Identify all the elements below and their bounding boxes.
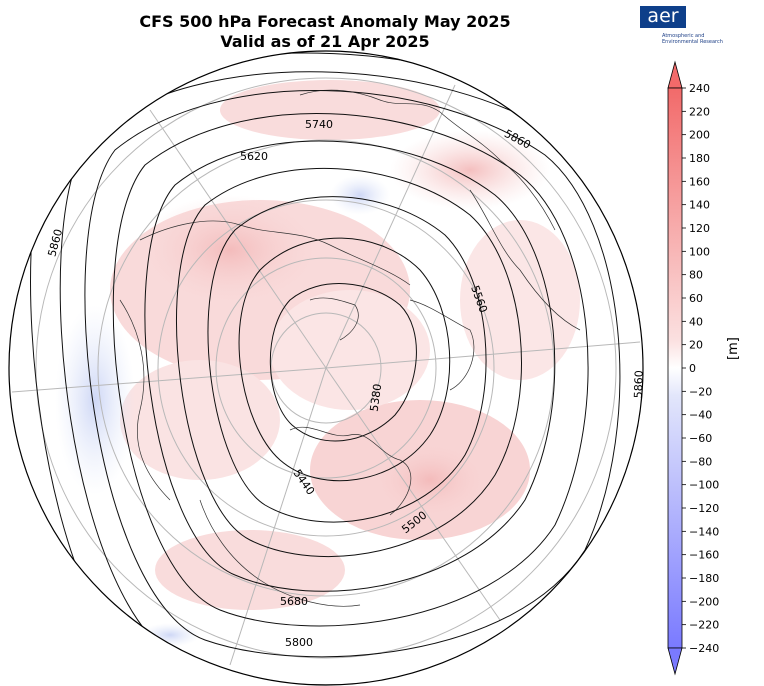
aer-logo-mark: aer (640, 6, 686, 28)
colorbar-tick-label: −60 (689, 432, 712, 445)
aer-logo-subtitle: Atmospheric and Environmental Research (662, 33, 723, 45)
colorbar-tick-label: 80 (689, 269, 703, 282)
aer-logo: aer Atmospheric and Environmental Resear… (640, 6, 740, 48)
colorbar-tick-label: 120 (689, 222, 710, 235)
colorbar-unit-label: [m] (726, 337, 741, 360)
colorbar-tick-label: 0 (689, 362, 696, 375)
colorbar-gradient (667, 87, 683, 649)
colorbar-tick-label: 20 (689, 339, 703, 352)
contour-label: 5740 (305, 118, 333, 131)
colorbar-tick-label: 60 (689, 292, 703, 305)
colorbar-tick-label: −200 (689, 595, 719, 608)
contour-label: 5800 (285, 636, 313, 649)
colorbar-tick-label: −120 (689, 502, 719, 515)
map-subtitle: Valid as of 21 Apr 2025 (220, 32, 430, 51)
contour-label: 5620 (240, 150, 268, 163)
colorbar-tick-label: −180 (689, 572, 719, 585)
contour-label: 5380 (368, 383, 385, 413)
colorbar-tick-label: −140 (689, 525, 719, 538)
colorbar-min-arrow (667, 647, 683, 676)
map-boundary (8, 50, 644, 686)
map-title: CFS 500 hPa Forecast Anomaly May 2025 (139, 12, 511, 31)
colorbar-tick-label: −40 (689, 409, 712, 422)
colorbar-ticks: 240220200180160140120100806040200−20−40−… (682, 82, 719, 655)
colorbar-tick-label: −220 (689, 619, 719, 632)
colorbar-tick-label: 40 (689, 315, 703, 328)
colorbar-tick-label: 220 (689, 105, 710, 118)
colorbar-tick-label: 180 (689, 152, 710, 165)
colorbar-tick-label: −240 (689, 642, 719, 655)
colorbar-tick-label: 200 (689, 129, 710, 142)
colorbar-tick-label: −160 (689, 549, 719, 562)
colorbar-max-arrow (667, 60, 683, 89)
colorbar-tick-label: 100 (689, 245, 710, 258)
colorbar-tick-label: 160 (689, 175, 710, 188)
colorbar-tick-label: 240 (689, 82, 710, 95)
colorbar-tick-label: −100 (689, 479, 719, 492)
coastlines (119, 89, 581, 607)
graticule (11, 77, 641, 666)
contour-label: 5680 (280, 595, 308, 608)
colorbar-tick-label: −80 (689, 455, 712, 468)
colorbar-tick-label: −20 (689, 385, 712, 398)
colorbar-tick-label: 140 (689, 199, 710, 212)
